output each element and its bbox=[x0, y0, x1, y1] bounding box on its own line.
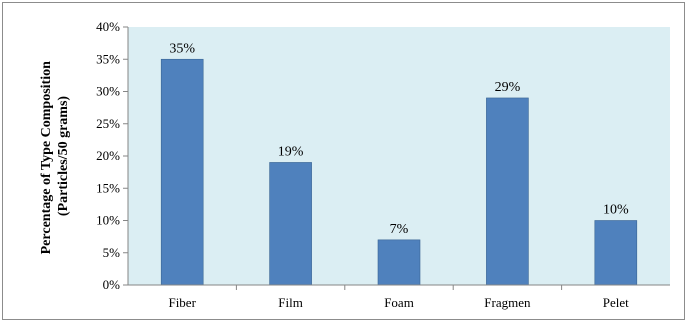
x-tick-label: Fiber bbox=[168, 295, 196, 310]
x-tick-label: Film bbox=[278, 295, 303, 310]
y-tick-label: 20% bbox=[96, 148, 120, 163]
y-tick-label: 25% bbox=[96, 116, 120, 131]
bar-foam bbox=[377, 239, 421, 286]
x-tick-label: Foam bbox=[384, 295, 414, 310]
data-labels: 35% 19% 7% 29% 10% bbox=[169, 41, 629, 237]
y-tick-label: 30% bbox=[96, 84, 120, 99]
bar-film bbox=[269, 162, 312, 286]
y-axis-label-line2: (Particles/50 grams) bbox=[56, 96, 71, 216]
data-label-pelet: 10% bbox=[603, 203, 629, 218]
y-axis-ticks: 0% 5% 10% 15% 20% 25% 30% 35% 40% bbox=[96, 19, 128, 292]
x-tick-label: Fragmen bbox=[484, 295, 531, 310]
x-tick-label: Pelet bbox=[603, 295, 629, 310]
y-tick-label: 35% bbox=[96, 51, 120, 66]
y-axis-label: Percentage of Type Composition (Particle… bbox=[39, 58, 71, 255]
bar-fiber bbox=[160, 58, 204, 286]
y-tick-label: 10% bbox=[96, 213, 120, 228]
y-tick-label: 0% bbox=[103, 277, 121, 292]
x-axis-ticks: Fiber Film Foam Fragmen Pelet bbox=[168, 285, 629, 310]
y-tick-label: 40% bbox=[96, 19, 120, 34]
bar-pelet bbox=[594, 220, 638, 286]
data-label-fiber: 35% bbox=[169, 41, 195, 56]
y-tick-label: 15% bbox=[96, 180, 120, 195]
bars bbox=[160, 58, 638, 286]
y-axis-label-line1: Percentage of Type Composition bbox=[39, 61, 54, 254]
y-tick-label: 5% bbox=[103, 245, 121, 260]
data-label-foam: 7% bbox=[390, 222, 409, 237]
data-label-film: 19% bbox=[278, 144, 304, 159]
data-label-fragmen: 29% bbox=[495, 80, 521, 95]
bar-fragmen bbox=[486, 97, 529, 286]
